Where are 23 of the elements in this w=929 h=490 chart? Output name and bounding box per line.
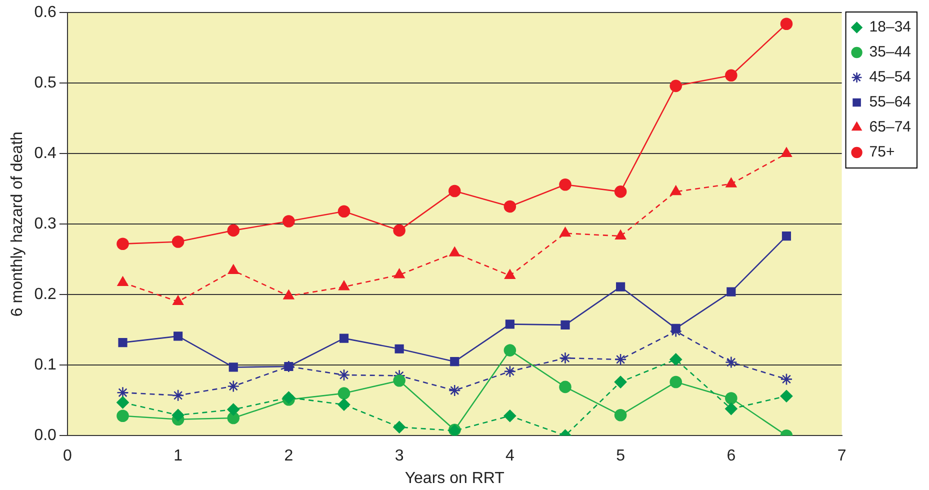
y-tick-label: 0.1 xyxy=(34,356,57,374)
x-axis-title: Years on RRT xyxy=(404,470,505,487)
y-tick-label: 0.4 xyxy=(34,145,57,162)
legend-label: 65–74 xyxy=(869,118,912,136)
legend-label: 55–64 xyxy=(869,94,912,111)
x-tick-label: 2 xyxy=(284,448,294,465)
y-tick-label: 0.2 xyxy=(34,286,57,304)
legend-label: 18–34 xyxy=(869,18,912,36)
x-tick-label: 1 xyxy=(174,448,183,465)
y-tick-label: 0.5 xyxy=(34,74,57,92)
legend-label: 45–54 xyxy=(869,68,912,86)
legend-label: 75+ xyxy=(869,144,895,161)
x-tick-label: 6 xyxy=(726,448,736,465)
x-tick-label: 7 xyxy=(837,448,846,465)
x-tick-label: 3 xyxy=(394,448,404,465)
x-tick-label: 5 xyxy=(616,448,626,465)
x-tick-label: 4 xyxy=(505,448,514,465)
legend-label: 35–44 xyxy=(869,44,912,61)
x-tick-label: 0 xyxy=(62,448,72,465)
y-axis-title: 6 monthly hazard of death xyxy=(9,132,26,317)
y-tick-label: 0.3 xyxy=(34,216,57,233)
y-tick-label: 0.6 xyxy=(34,4,57,22)
y-tick-label: 0.0 xyxy=(34,427,57,444)
